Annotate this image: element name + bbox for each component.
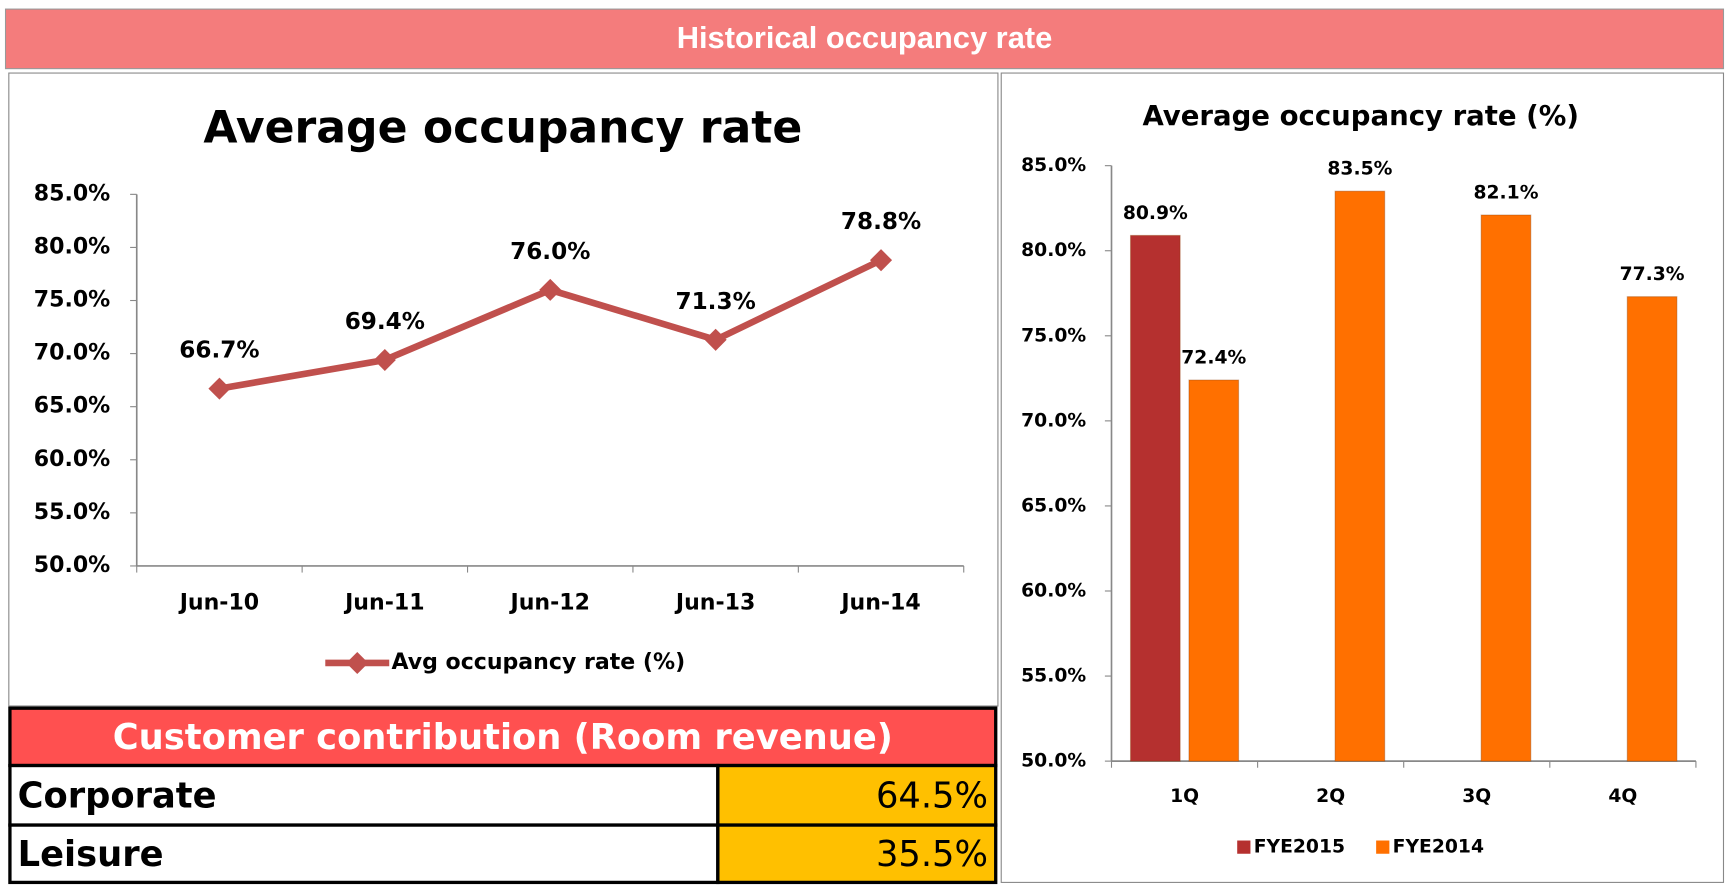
row-value: 35.5% [876,834,988,875]
y-tick-label: 65.0% [1021,495,1086,516]
row-label: Leisure [18,834,164,875]
marker [704,328,727,351]
y-tick-label: 75.0% [34,288,111,313]
y-tick-label: 55.0% [34,500,111,525]
bar [1626,296,1678,762]
table-header [8,706,998,768]
y-tick-label: 80.0% [1021,240,1086,261]
y-tick-label: 80.0% [34,234,111,259]
legend-label: FYE2014 [1393,837,1484,858]
bar [1129,234,1181,762]
x-tick-label: Jun-11 [343,590,424,615]
legend-label: FYE2015 [1254,837,1345,858]
data-label: 66.7% [179,338,259,364]
x-tick-label: Jun-12 [509,590,590,615]
table: Customer contribution (Room revenue) Cor… [8,706,998,885]
header-bar [4,8,1725,70]
chart-title: Average occupancy rate (%) [1142,100,1579,132]
table-title: Customer contribution (Room revenue) [113,717,893,758]
data-label: 76.0% [510,239,590,265]
y-tick-label: 55.0% [1021,666,1086,687]
data-label: 71.3% [675,289,755,315]
y-tick-label: 70.0% [1021,410,1086,431]
y-tick-label: 50.0% [1021,751,1086,772]
data-label: 69.4% [345,309,425,335]
y-tick-label: 75.0% [1021,325,1086,346]
header-title: Historical occupancy rate [677,20,1053,55]
table-cell [8,823,720,885]
legend-swatch [1237,840,1251,854]
x-tick-label: 2Q [1316,786,1345,807]
data-label: 77.3% [1620,264,1685,285]
data-label: 72.4% [1181,347,1246,368]
data-label: 80.9% [1123,203,1188,224]
data-label: 78.8% [841,209,921,235]
bar [1188,379,1240,762]
y-tick-label: 50.0% [34,553,111,578]
x-tick-label: Jun-14 [839,590,920,615]
table-cell [716,823,998,885]
marker [539,278,562,301]
bar [1334,190,1386,762]
x-tick-label: 3Q [1462,786,1491,807]
y-tick-label: 60.0% [34,447,111,472]
x-tick-label: Jun-13 [674,590,755,615]
legend-label: Avg occupancy rate (%) [391,650,685,675]
bar [1480,214,1532,762]
x-tick-label: Jun-10 [178,590,259,615]
chart-title: Average occupancy rate [203,102,802,153]
y-tick-label: 85.0% [34,181,111,206]
y-tick-label: 85.0% [1021,155,1086,176]
row-label: Corporate [18,776,217,817]
y-tick-label: 60.0% [1021,580,1086,601]
row-value: 64.5% [876,776,988,817]
marker [208,377,231,400]
y-tick-label: 65.0% [34,394,111,419]
x-tick-label: 1Q [1170,786,1199,807]
table-cell [716,763,998,827]
y-tick-label: 70.0% [34,341,111,366]
left-panel [8,72,999,707]
data-label: 82.1% [1473,182,1538,203]
legend-swatch [1376,840,1390,854]
marker [373,348,396,372]
x-tick-label: 4Q [1608,786,1637,807]
data-label: 83.5% [1327,159,1392,180]
